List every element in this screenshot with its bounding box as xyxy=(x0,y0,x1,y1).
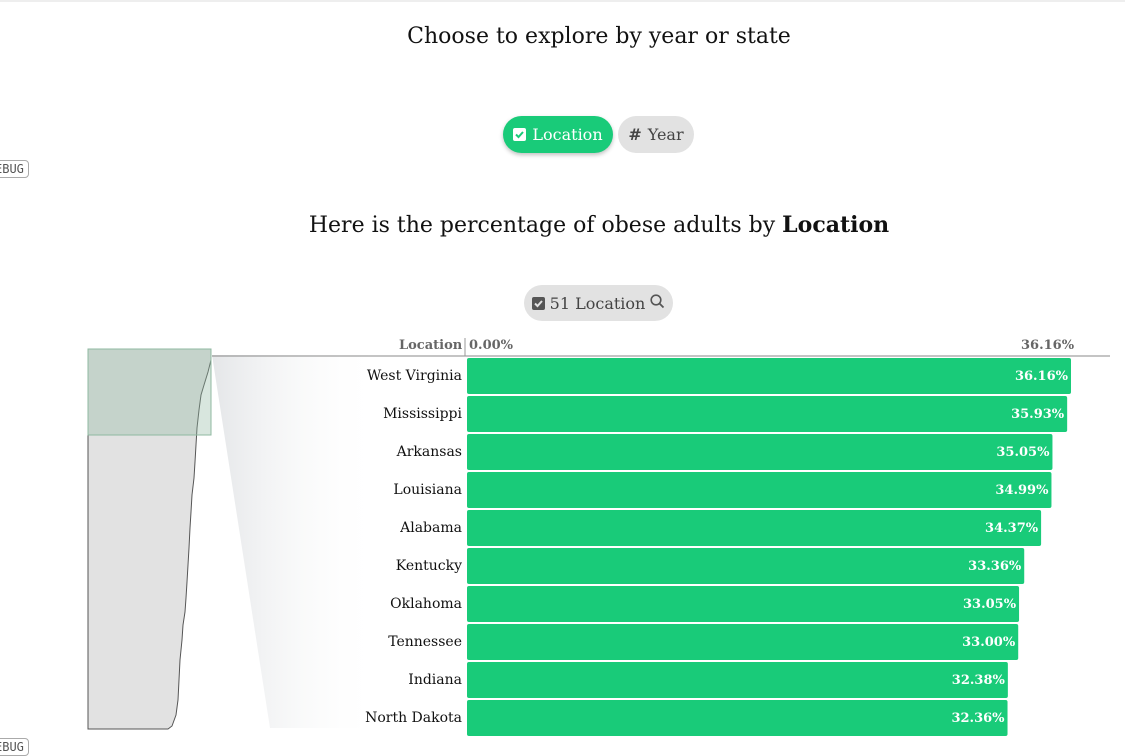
bar-value-label: 34.37% xyxy=(985,521,1039,536)
chart-heading-dimension: Location xyxy=(782,212,890,238)
category-label: Alabama xyxy=(399,520,462,536)
checkbox-checked-icon xyxy=(513,128,527,141)
bar-alabama[interactable] xyxy=(467,510,1042,546)
category-header: Location xyxy=(399,338,463,353)
category-label: Tennessee xyxy=(388,634,462,650)
bar-indiana[interactable] xyxy=(467,662,1008,698)
debug-tag[interactable]: EBUG xyxy=(0,160,29,178)
location-filter-label: 51 Location xyxy=(549,293,646,313)
bar-value-label: 33.05% xyxy=(963,597,1017,612)
bar-kentucky[interactable] xyxy=(467,548,1025,584)
category-label: Indiana xyxy=(408,672,462,688)
bar-value-label: 33.00% xyxy=(962,635,1016,650)
location-filter-button[interactable]: 51 Location xyxy=(524,285,673,321)
search-icon xyxy=(650,293,665,313)
bar-louisiana[interactable] xyxy=(467,472,1052,508)
category-label: Oklahoma xyxy=(390,596,462,612)
minimap-area xyxy=(87,348,212,730)
location-toggle-button[interactable]: Location xyxy=(503,116,613,153)
category-label: West Virginia xyxy=(367,368,462,384)
bar-value-label: 33.36% xyxy=(968,559,1022,574)
year-toggle-label: Year xyxy=(647,125,684,144)
explore-heading: Choose to explore by year or state xyxy=(407,24,791,49)
axis-max-label: 36.16% xyxy=(1021,338,1075,353)
zoom-connector xyxy=(212,355,380,728)
bar-value-label: 36.16% xyxy=(1015,369,1069,384)
category-label: Louisiana xyxy=(393,482,462,498)
bar-value-label: 35.05% xyxy=(996,445,1050,460)
chart-heading: Here is the percentage of obese adults b… xyxy=(0,212,1125,238)
minimap[interactable] xyxy=(87,348,380,730)
hash-icon: # xyxy=(628,125,642,144)
minimap-viewport[interactable] xyxy=(87,348,212,436)
bar-north-dakota[interactable] xyxy=(467,700,1008,736)
axis-min-label: 0.00% xyxy=(469,338,514,353)
bars-group: West Virginia 36.16% Mississippi 35.93% Arka… xyxy=(365,358,1071,736)
top-border xyxy=(0,0,1125,2)
category-label: Arkansas xyxy=(396,444,462,460)
bar-mississippi[interactable] xyxy=(467,396,1068,432)
bar-value-label: 32.36% xyxy=(951,711,1005,726)
year-toggle-button[interactable]: # Year xyxy=(618,116,694,153)
bar-west-virginia[interactable] xyxy=(467,358,1071,394)
category-label: Mississippi xyxy=(383,406,462,422)
category-label: North Dakota xyxy=(365,710,462,726)
location-toggle-label: Location xyxy=(532,125,603,144)
bar-arkansas[interactable] xyxy=(467,434,1053,470)
bar-value-label: 34.99% xyxy=(995,483,1049,498)
chart-heading-prefix: Here is the percentage of obese adults b… xyxy=(308,213,783,238)
checkbox-checked-icon xyxy=(531,296,545,310)
bar-value-label: 35.93% xyxy=(1011,407,1065,422)
category-label: Kentucky xyxy=(396,558,462,574)
bar-tennessee[interactable] xyxy=(467,624,1019,660)
bar-oklahoma[interactable] xyxy=(467,586,1020,622)
bar-value-label: 32.38% xyxy=(952,673,1006,688)
